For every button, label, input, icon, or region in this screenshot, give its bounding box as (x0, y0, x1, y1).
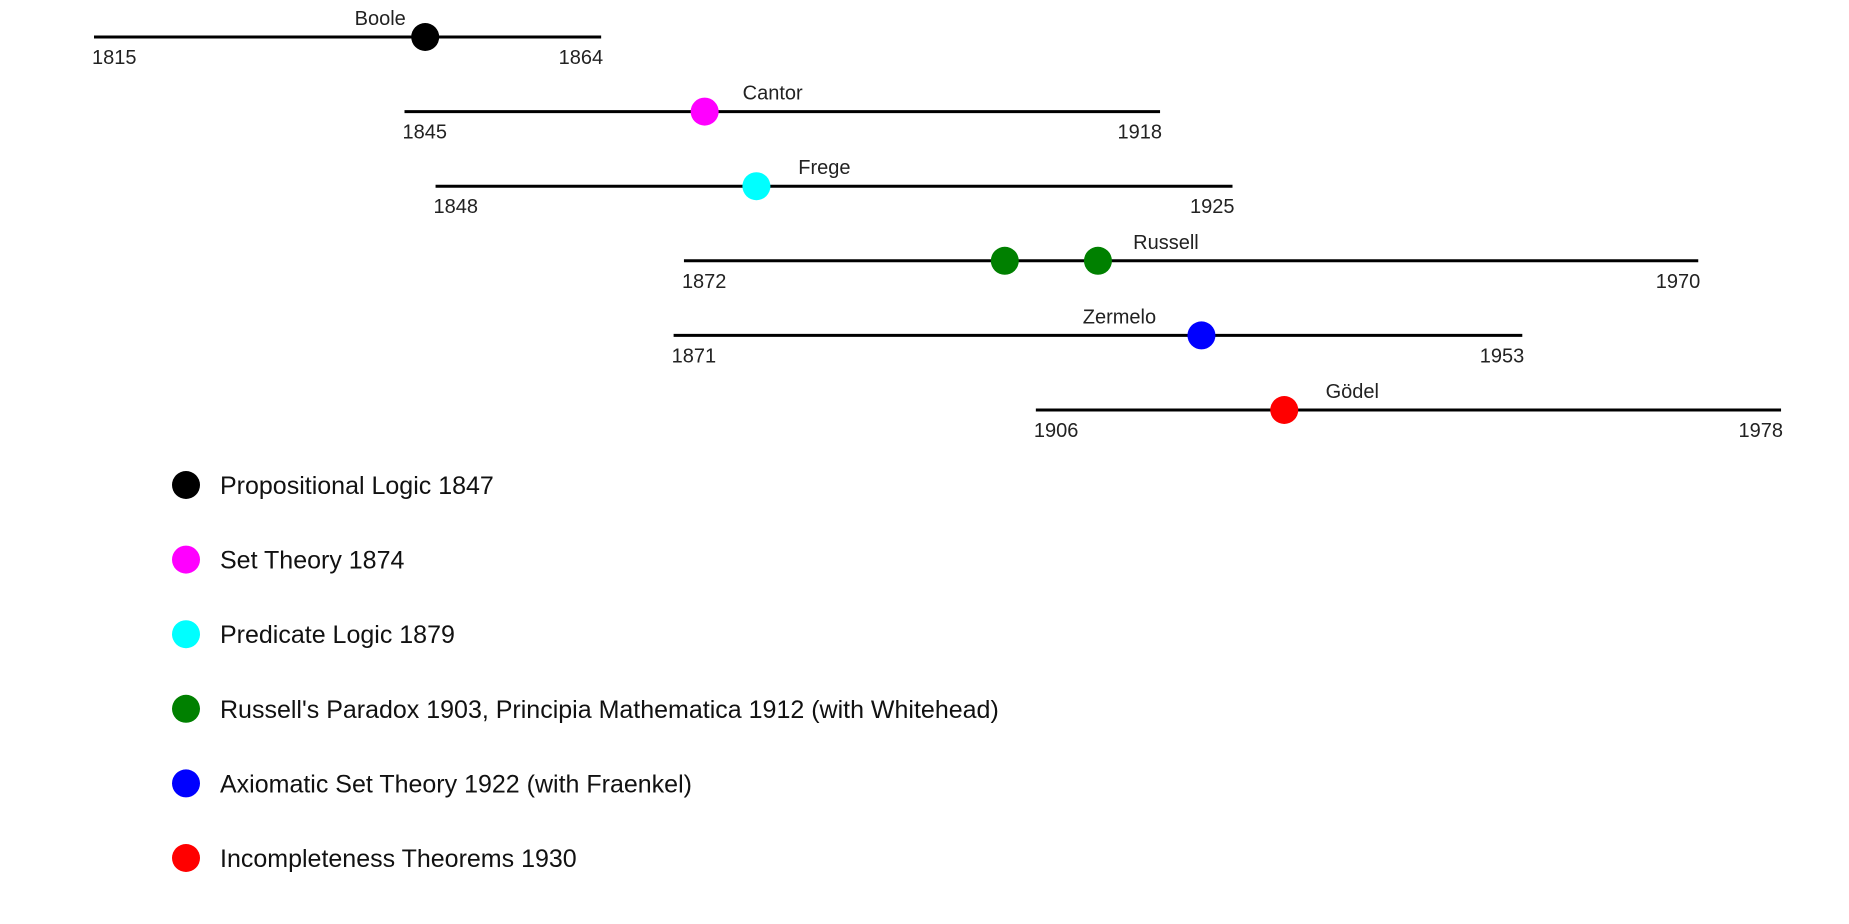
death-year-label: 1978 (1739, 420, 1784, 442)
legend-label: Propositional Logic 1847 (220, 472, 494, 500)
legend-color-dot (172, 620, 200, 649)
legend-item: Propositional Logic 1847 (172, 471, 494, 500)
death-year-label: 1970 (1656, 271, 1701, 293)
lifespan-row: 1872 1970 Russell (682, 232, 1700, 293)
legend-label: Axiomatic Set Theory 1922 (with Fraenkel… (220, 770, 692, 798)
person-name-label: Boole (355, 8, 406, 30)
birth-year-label: 1872 (682, 271, 727, 293)
event-marker (690, 97, 719, 126)
legend-label: Incompleteness Theorems 1930 (220, 845, 577, 873)
event-marker (990, 246, 1019, 275)
legend-color-dot (172, 844, 200, 872)
lifespan-row: 1848 1925 Frege (434, 157, 1235, 218)
lifespan-row: 1845 1918 Cantor (403, 83, 1163, 144)
legend-item: Predicate Logic 1879 (172, 620, 455, 649)
event-marker (742, 172, 771, 201)
birth-year-label: 1815 (92, 47, 137, 69)
death-year-label: 1864 (559, 47, 604, 69)
legend-color-dot (172, 769, 200, 798)
person-name-label: Cantor (743, 83, 803, 105)
legend-item: Russell's Paradox 1903, Principia Mathem… (172, 694, 999, 724)
event-marker (1270, 396, 1299, 424)
legend: Propositional Logic 1847 Set Theory 1874 P… (172, 471, 999, 873)
death-year-label: 1918 (1118, 122, 1163, 144)
person-name-label: Gödel (1326, 381, 1379, 403)
birth-year-label: 1845 (403, 122, 448, 144)
legend-color-dot (172, 545, 200, 574)
death-year-label: 1925 (1190, 196, 1235, 218)
person-name-label: Zermelo (1083, 306, 1156, 328)
legend-label: Set Theory 1874 (220, 547, 404, 575)
legend-color-dot (172, 471, 200, 499)
birth-year-label: 1871 (672, 345, 717, 367)
death-year-label: 1953 (1480, 345, 1525, 367)
lifespan-row: 1906 1978 Gödel (1034, 381, 1783, 442)
legend-item: Axiomatic Set Theory 1922 (with Fraenkel… (172, 769, 692, 798)
event-marker (411, 23, 440, 51)
lifespan-rows: 1815 1864 Boole 1845 1918 Cantor 1848 1925 Frege… (92, 8, 1783, 442)
event-marker (1083, 246, 1112, 275)
legend-item: Set Theory 1874 (172, 545, 404, 575)
lifespan-row: 1871 1953 Zermelo (672, 306, 1525, 367)
event-marker (1187, 321, 1216, 350)
person-name-label: Russell (1133, 232, 1199, 254)
legend-item: Incompleteness Theorems 1930 (172, 844, 577, 873)
legend-label: Russell's Paradox 1903, Principia Mathem… (220, 696, 999, 724)
legend-label: Predicate Logic 1879 (220, 621, 455, 649)
legend-color-dot (172, 694, 200, 723)
birth-year-label: 1848 (434, 196, 479, 218)
lifespan-row: 1815 1864 Boole (92, 8, 603, 69)
person-name-label: Frege (798, 157, 850, 179)
birth-year-label: 1906 (1034, 420, 1079, 442)
